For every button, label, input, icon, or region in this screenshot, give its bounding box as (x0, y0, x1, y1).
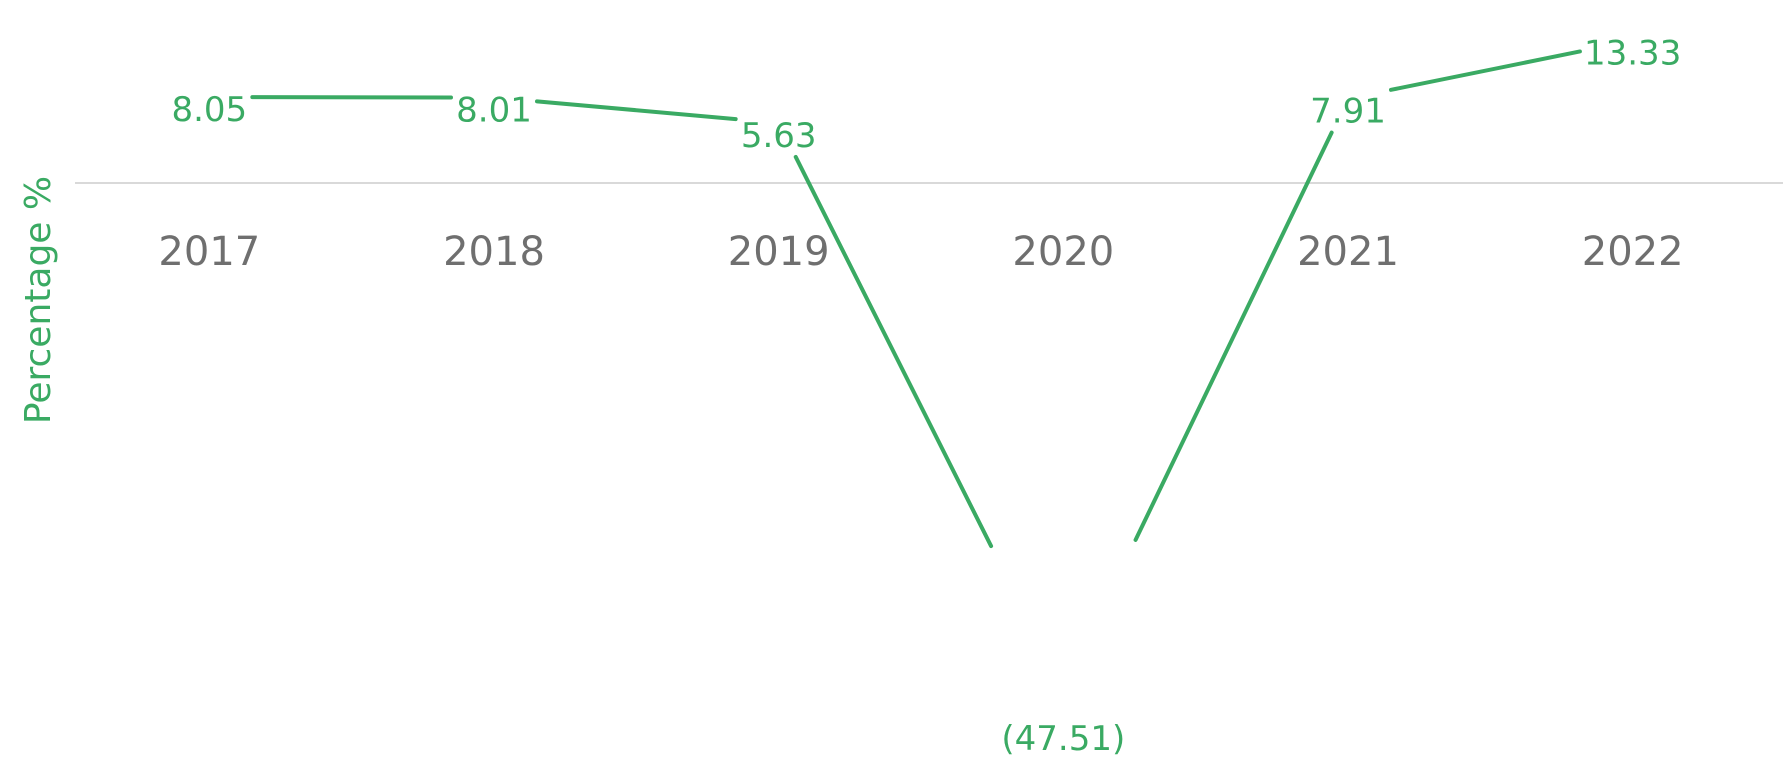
x-axis-tick-labels: 2017 2018 2019 2020 2021 2022 (158, 229, 1683, 275)
series-segment-2019-2020 (793, 154, 994, 549)
x-tick-label-2022: 2022 (1582, 229, 1684, 275)
data-label-2017: 8.05 (171, 90, 247, 130)
series-segment-2018-2019 (535, 99, 738, 122)
series-segment-2020-2021 (1133, 130, 1334, 542)
x-tick-label-2017: 2017 (158, 229, 260, 275)
series-segment-2021-2022 (1389, 49, 1582, 92)
y-axis-label: Percentage % (18, 176, 59, 424)
x-tick-label-2019: 2019 (728, 229, 830, 275)
series-lines (250, 49, 1582, 549)
data-label-2019: 5.63 (741, 116, 817, 156)
data-label-2018: 8.01 (456, 91, 532, 131)
data-labels: 8.05 8.01 5.63 (47.51) 7.91 13.33 (171, 34, 1681, 759)
data-label-2020: (47.51) (1001, 719, 1125, 759)
data-label-2021: 7.91 (1310, 92, 1386, 132)
x-tick-label-2021: 2021 (1297, 229, 1399, 275)
data-label-2022: 13.33 (1584, 34, 1681, 74)
x-tick-label-2018: 2018 (443, 229, 545, 275)
x-tick-label-2020: 2020 (1012, 229, 1114, 275)
